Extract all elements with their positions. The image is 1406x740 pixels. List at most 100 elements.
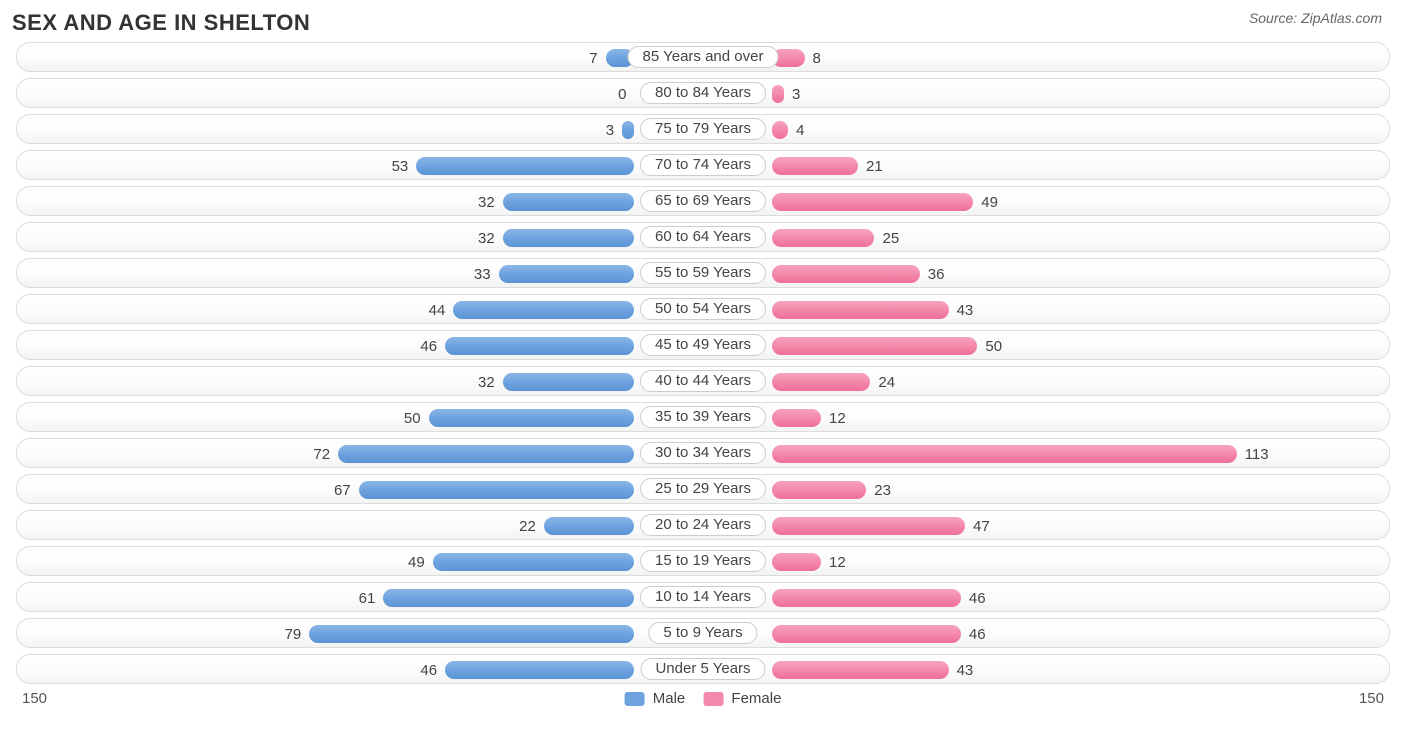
age-label: 85 Years and over (628, 46, 779, 68)
axis-max-right: 150 (1359, 690, 1384, 707)
male-value: 72 (313, 441, 330, 469)
pyramid-row: 32 24 40 to 44 Years (16, 366, 1390, 396)
female-bar (772, 589, 961, 607)
pyramid-row: 79 46 5 to 9 Years (16, 618, 1390, 648)
pyramid-row: 614610 to 14 Years (16, 582, 1390, 612)
male-bar (622, 121, 634, 139)
age-label: Under 5 Years (640, 658, 765, 680)
age-label: 70 to 74 Years (640, 154, 766, 176)
female-value: 49 (981, 189, 998, 217)
male-bar (503, 229, 635, 247)
male-value: 33 (474, 261, 491, 289)
male-bar (433, 553, 635, 571)
pyramid-row: 672325 to 29 Years (16, 474, 1390, 504)
age-label: 65 to 69 Years (640, 190, 766, 212)
male-bar (359, 481, 635, 499)
male-bar (445, 661, 634, 679)
pyramid-row: 49 12 15 to 19 Years (16, 546, 1390, 576)
female-bar (772, 229, 875, 247)
age-label: 35 to 39 Years (640, 406, 766, 428)
male-value: 22 (519, 513, 536, 541)
male-value: 44 (429, 297, 446, 325)
female-bar (772, 517, 965, 535)
female-value: 50 (985, 333, 1002, 361)
age-label: 20 to 24 Years (640, 514, 766, 536)
pyramid-row: 333655 to 59 Years (16, 258, 1390, 288)
age-label: 75 to 79 Years (640, 118, 766, 140)
female-value: 46 (969, 621, 986, 649)
age-label: 30 to 34 Years (640, 442, 766, 464)
male-value: 61 (359, 585, 376, 613)
chart-header: SEX AND AGE IN SHELTON Source: ZipAtlas.… (0, 0, 1406, 42)
pyramid-row: 3 4 75 to 79 Years (16, 114, 1390, 144)
pyramid-row: 53 21 70 to 74 Years (16, 150, 1390, 180)
female-bar (772, 85, 784, 103)
pyramid-row: 322560 to 64 Years (16, 222, 1390, 252)
pyramid-row: 501235 to 39 Years (16, 402, 1390, 432)
male-bar (309, 625, 634, 643)
male-swatch (625, 692, 645, 706)
age-label: 80 to 84 Years (640, 82, 766, 104)
female-bar (772, 625, 961, 643)
male-bar (416, 157, 634, 175)
female-value: 43 (957, 297, 974, 325)
female-value: 113 (1245, 441, 1269, 469)
female-bar (772, 301, 949, 319)
male-value: 46 (420, 657, 437, 685)
male-bar (383, 589, 634, 607)
female-value: 4 (796, 117, 804, 145)
male-value: 32 (478, 189, 495, 217)
legend-female-label: Female (731, 690, 781, 707)
pyramid-row: 32 49 65 to 69 Years (16, 186, 1390, 216)
female-value: 25 (883, 225, 900, 253)
pyramid-row: 46 43 Under 5 Years (16, 654, 1390, 684)
male-bar (544, 517, 635, 535)
pyramid-row: 0 3 80 to 84 Years (16, 78, 1390, 108)
female-bar (772, 157, 858, 175)
female-bar (772, 409, 821, 427)
male-value: 46 (420, 333, 437, 361)
legend-male-label: Male (653, 690, 686, 707)
male-value: 79 (285, 621, 302, 649)
female-swatch (703, 692, 723, 706)
male-bar (503, 373, 635, 391)
female-bar (772, 373, 871, 391)
male-value: 67 (334, 477, 351, 505)
male-value: 0 (618, 81, 626, 109)
legend-female: Female (703, 690, 781, 707)
male-value: 32 (478, 369, 495, 397)
female-bar (772, 193, 974, 211)
pyramid-row: 7885 Years and over (16, 42, 1390, 72)
pyramid-row: 46 50 45 to 49 Years (16, 330, 1390, 360)
chart-footer: 150 Male Female 150 (16, 690, 1390, 714)
female-bar (772, 265, 920, 283)
male-bar (445, 337, 634, 355)
female-bar (772, 553, 821, 571)
female-value: 3 (792, 81, 800, 109)
male-bar (338, 445, 634, 463)
female-value: 47 (973, 513, 990, 541)
pyramid-row: 44 43 50 to 54 Years (16, 294, 1390, 324)
male-value: 32 (478, 225, 495, 253)
male-value: 3 (606, 117, 614, 145)
male-value: 53 (392, 153, 409, 181)
age-label: 55 to 59 Years (640, 262, 766, 284)
legend: Male Female (625, 690, 782, 707)
age-label: 10 to 14 Years (640, 586, 766, 608)
age-label: 45 to 49 Years (640, 334, 766, 356)
age-label: 50 to 54 Years (640, 298, 766, 320)
female-bar (772, 445, 1237, 463)
female-value: 24 (878, 369, 895, 397)
female-value: 43 (957, 657, 974, 685)
female-bar (772, 121, 788, 139)
age-label: 5 to 9 Years (648, 622, 757, 644)
age-label: 40 to 44 Years (640, 370, 766, 392)
male-value: 7 (589, 45, 597, 73)
female-value: 12 (829, 549, 846, 577)
female-value: 21 (866, 153, 883, 181)
axis-max-left: 150 (22, 690, 47, 707)
chart-title: SEX AND AGE IN SHELTON (12, 10, 310, 36)
male-value: 49 (408, 549, 425, 577)
male-bar (453, 301, 634, 319)
age-label: 15 to 19 Years (640, 550, 766, 572)
